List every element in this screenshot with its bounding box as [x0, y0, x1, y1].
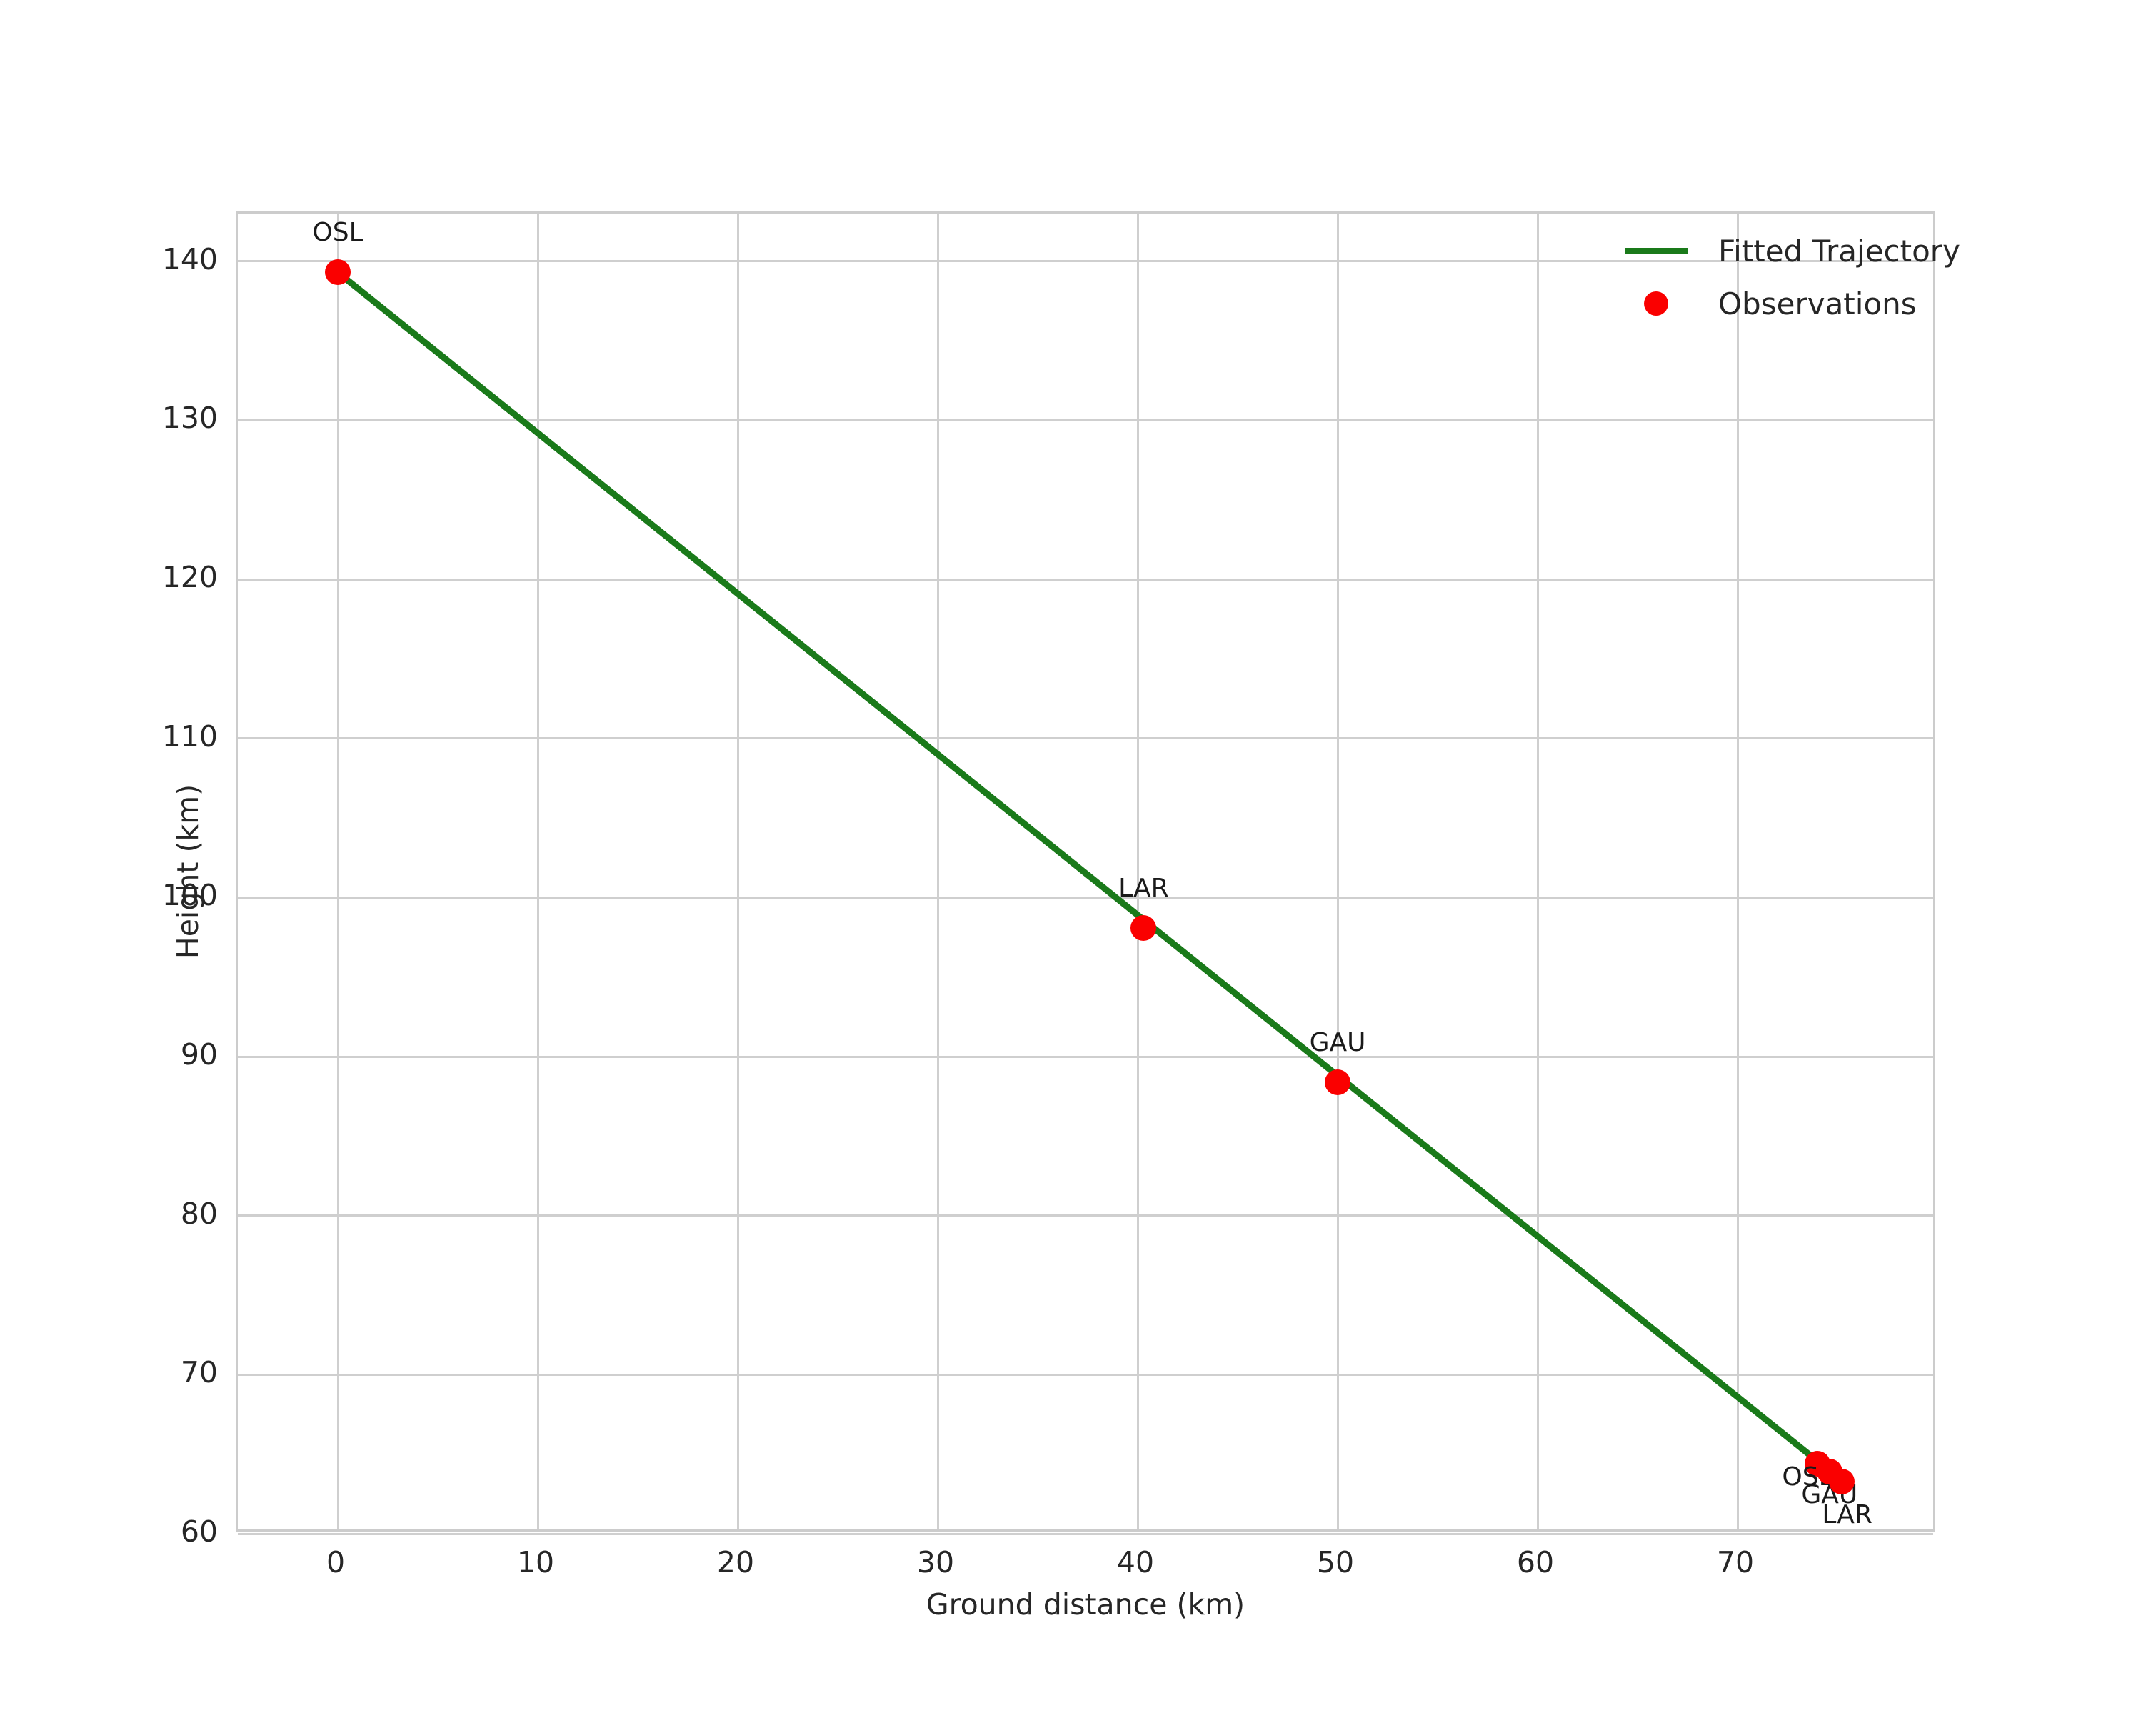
legend-key [1614, 291, 1698, 316]
x-tick-label: 40 [1116, 1545, 1155, 1579]
x-tick-label: 20 [716, 1545, 755, 1579]
gridline-vertical [1736, 214, 1739, 1529]
gridline-horizontal [238, 1373, 1933, 1376]
x-tick-label: 10 [516, 1545, 555, 1579]
legend-entry[interactable]: Fitted Trajectory [1614, 232, 1960, 269]
y-tick-label: 120 [161, 560, 218, 595]
plot-area: OSL LAR GAU OSL GAU LAR [236, 211, 1935, 1535]
observation-point[interactable] [325, 259, 351, 286]
fitted-trajectory-line [334, 269, 1841, 1481]
y-tick-label: 140 [161, 241, 218, 276]
observation-station-label: GAU [1309, 1027, 1366, 1057]
gridline-vertical [736, 214, 739, 1529]
gridline-horizontal [238, 578, 1933, 581]
gridline-vertical [936, 214, 939, 1529]
gridline-vertical [336, 214, 339, 1529]
gridlines [238, 214, 1933, 1535]
legend-line-swatch [1625, 248, 1688, 254]
gridline-vertical [1136, 214, 1139, 1529]
legend-entry[interactable]: Observations [1614, 285, 1960, 322]
gridline-horizontal [238, 1532, 1933, 1535]
y-tick-label: 60 [180, 1514, 218, 1549]
gridline-horizontal [238, 1055, 1933, 1058]
legend-label: Observations [1718, 286, 1917, 321]
x-tick-label: 60 [1516, 1545, 1555, 1579]
x-axis-label: Ground distance (km) [926, 1587, 1245, 1622]
y-axis-label: Height (km) [171, 784, 205, 959]
observation-point[interactable] [1130, 914, 1157, 941]
observation-point[interactable] [1325, 1069, 1350, 1095]
observation-point[interactable] [1828, 1468, 1855, 1494]
observation-station-label: LAR [1118, 873, 1169, 903]
y-tick-label: 100 [161, 878, 218, 913]
y-tick-label: 80 [180, 1196, 218, 1231]
gridline-vertical [1536, 214, 1539, 1529]
y-tick-label: 70 [180, 1355, 218, 1390]
legend-key [1614, 248, 1698, 254]
y-tick-label: 110 [161, 719, 218, 754]
legend-label: Fitted Trajectory [1718, 233, 1960, 269]
gridline-vertical [536, 214, 539, 1529]
x-tick-label: 50 [1316, 1545, 1355, 1579]
y-tick-label: 130 [161, 401, 218, 436]
x-tick-label: 0 [326, 1545, 346, 1579]
legend-dot-swatch [1644, 291, 1668, 316]
y-tick-label: 90 [180, 1037, 218, 1072]
gridline-horizontal [238, 419, 1933, 421]
observation-station-label: LAR [1822, 1499, 1872, 1529]
chart-legend: Fitted Trajectory Observations [1614, 232, 1960, 322]
gridline-vertical [1336, 214, 1339, 1529]
gridline-horizontal [238, 737, 1933, 740]
series-layer [334, 269, 1841, 1481]
gridline-horizontal [238, 260, 1933, 263]
observation-station-label: OSL [312, 218, 363, 248]
x-tick-label: 30 [916, 1545, 955, 1579]
gridline-horizontal [238, 896, 1933, 899]
gridline-horizontal [238, 1214, 1933, 1217]
data-points-layer: OSL LAR GAU OSL GAU LAR [238, 214, 1933, 1529]
x-tick-label: 70 [1716, 1545, 1755, 1579]
